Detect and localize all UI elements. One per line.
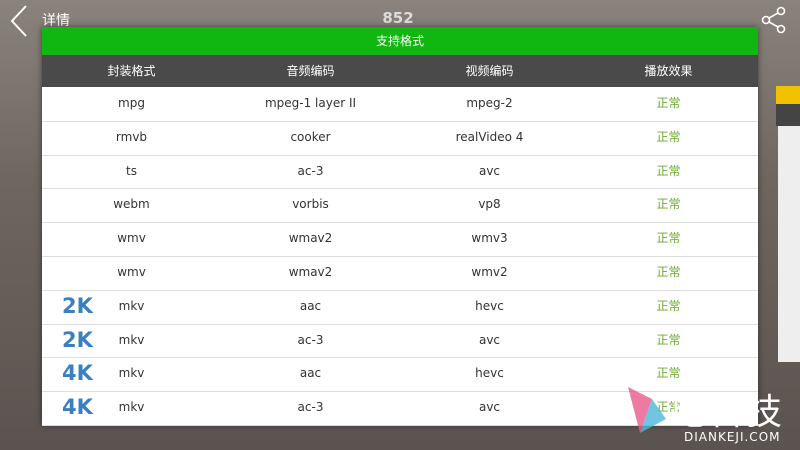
table-cell: mpeg-2 (466, 96, 513, 110)
table-row: mpg mpeg-1 layer II mpeg-2 正常 (42, 87, 758, 122)
table-cell: wmv2 (471, 265, 508, 279)
table-row: wmv wmav2 wmv2 正常 (42, 256, 758, 291)
side-tab (776, 86, 800, 104)
table-cell: 正常 (656, 400, 681, 415)
resolution-badge: 2K (62, 327, 93, 352)
table-cell: aac (299, 298, 322, 313)
table-cell: avc (478, 163, 501, 178)
page-title: 852 (382, 9, 414, 27)
table-cell: 正常 (656, 332, 681, 347)
table-cell: aac (299, 366, 322, 381)
resolution-badge: 2K (62, 293, 93, 318)
resolution-badge: 4K (62, 395, 93, 420)
table-row: mkv aac hevc 正常 2K (42, 290, 758, 325)
table-row: rmvb cooker realVideo 4 正常 (42, 121, 758, 156)
table-row: webm vorbis vp8 正常 (42, 188, 758, 224)
table-cell: avc (478, 400, 501, 415)
table-cell: ac-3 (297, 400, 324, 415)
watermark-mark: ® (670, 383, 679, 393)
table-cell: ac-3 (297, 163, 324, 178)
table-cell: wmav2 (288, 231, 333, 246)
table-cell: mkv (118, 400, 145, 415)
column-header: 播放效果 (644, 64, 693, 78)
column-header: 封装格式 (107, 64, 156, 78)
table-cell: vp8 (478, 197, 501, 212)
format-panel: 支持格式 封装格式 音频编码 视频编码 播放效果 mpg mpeg-1 layer II… (42, 27, 758, 426)
table-cell: avc (478, 332, 501, 347)
table-cell: hevc (475, 298, 504, 313)
watermark-name: 电科技 (670, 392, 785, 433)
table-cell: vorbis (292, 197, 329, 212)
column-header: 音频编码 (286, 64, 335, 78)
table-cell: wmav2 (288, 265, 333, 279)
resolution-badge: 4K (62, 361, 93, 386)
table-cell: mkv (118, 298, 145, 313)
back-icon[interactable] (8, 4, 30, 38)
table-cell: 正常 (656, 298, 681, 313)
table-cell: ac-3 (297, 332, 324, 347)
header-row: 封装格式 音频编码 视频编码 播放效果 (42, 55, 758, 87)
table-row: mkv ac-3 avc 正常 4K (42, 391, 758, 426)
table-row: ts ac-3 avc 正常 (42, 155, 758, 190)
column-header: 视频编码 (465, 64, 514, 78)
share-icon[interactable] (760, 6, 788, 34)
table-cell: cooker (290, 129, 331, 144)
side-tab (776, 104, 800, 126)
table-cell: rmvb (115, 129, 148, 144)
watermark-domain: DIANKEJI.COM (684, 430, 781, 444)
table-cell: 正常 (656, 163, 681, 178)
table-cell: mpeg-1 layer II (264, 96, 357, 110)
table-cell: mkv (118, 332, 145, 347)
table-cell: hevc (475, 366, 504, 381)
table-cell: wmv (117, 265, 146, 279)
table-row: wmv wmav2 wmv3 正常 (42, 222, 758, 257)
side-panel (778, 126, 800, 362)
table-cell: realVideo 4 (455, 129, 524, 144)
table-cell: webm (113, 197, 150, 212)
table-cell: wmv (117, 231, 146, 246)
table-row: mkv aac hevc 正常 4K (42, 357, 758, 393)
panel-title: 支持格式 (42, 27, 758, 55)
table-cell: mpg (118, 96, 145, 110)
logo (628, 387, 666, 433)
table-cell: 正常 (656, 197, 681, 212)
back-label[interactable]: 详情 (42, 13, 70, 29)
table-cell: 正常 (656, 96, 681, 110)
table-cell: wmv3 (471, 231, 508, 246)
table-cell: 正常 (656, 265, 681, 279)
table-cell: mkv (118, 366, 145, 381)
table-cell: 正常 (656, 231, 681, 246)
table-cell: ts (126, 163, 137, 178)
table-cell: 正常 (656, 366, 681, 381)
table-row: mkv ac-3 avc 正常 2K (42, 324, 758, 359)
table-cell: 正常 (656, 129, 681, 144)
